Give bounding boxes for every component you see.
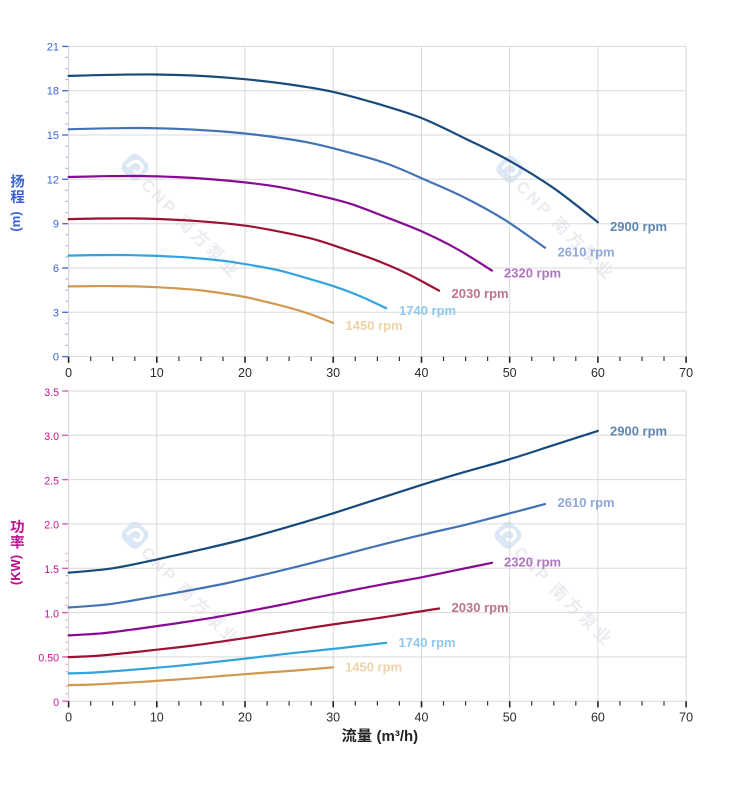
svg-text:30: 30 — [326, 711, 340, 725]
svg-text:2030 rpm: 2030 rpm — [452, 286, 509, 301]
svg-text:2320 rpm: 2320 rpm — [504, 266, 561, 281]
svg-text:40: 40 — [415, 366, 429, 380]
svg-text:2030 rpm: 2030 rpm — [452, 600, 509, 615]
svg-text:(KW): (KW) — [8, 555, 23, 585]
svg-text:30: 30 — [326, 366, 340, 380]
svg-text:3.5: 3.5 — [44, 387, 59, 399]
svg-text:1740 rpm: 1740 rpm — [399, 303, 456, 318]
svg-text:2610 rpm: 2610 rpm — [558, 245, 615, 260]
svg-text:0: 0 — [65, 366, 72, 380]
svg-text:6: 6 — [53, 263, 59, 275]
svg-text:10: 10 — [150, 711, 164, 725]
svg-text:20: 20 — [238, 711, 252, 725]
svg-text:2900 rpm: 2900 rpm — [610, 424, 667, 439]
svg-text:1450 rpm: 1450 rpm — [346, 318, 403, 333]
svg-text:50: 50 — [503, 711, 517, 725]
svg-text:3: 3 — [53, 307, 59, 319]
svg-text:1740 rpm: 1740 rpm — [399, 635, 456, 650]
svg-text:10: 10 — [150, 366, 164, 380]
svg-text:2.0: 2.0 — [44, 520, 59, 532]
svg-text:2610 rpm: 2610 rpm — [558, 495, 615, 510]
svg-text:1.5: 1.5 — [44, 564, 59, 576]
svg-text:21: 21 — [47, 41, 59, 53]
svg-text:3.0: 3.0 — [44, 431, 59, 443]
svg-text:2900 rpm: 2900 rpm — [610, 219, 667, 234]
svg-text:1450 rpm: 1450 rpm — [345, 660, 402, 675]
svg-text:70: 70 — [679, 711, 693, 725]
svg-text:70: 70 — [679, 366, 693, 380]
svg-text:15: 15 — [47, 130, 59, 142]
svg-text:40: 40 — [415, 711, 429, 725]
svg-text:60: 60 — [591, 366, 605, 380]
svg-text:0: 0 — [53, 697, 59, 709]
svg-text:50: 50 — [503, 366, 517, 380]
svg-text:12: 12 — [47, 174, 59, 186]
svg-text:2.5: 2.5 — [44, 475, 59, 487]
svg-text:9: 9 — [53, 219, 59, 231]
svg-text:0: 0 — [53, 352, 59, 364]
svg-text:2320 rpm: 2320 rpm — [504, 555, 561, 570]
svg-text:(m): (m) — [8, 211, 23, 231]
svg-text:1.0: 1.0 — [44, 608, 59, 620]
svg-text:0.50: 0.50 — [38, 653, 59, 665]
svg-text:18: 18 — [47, 86, 59, 98]
svg-text:0: 0 — [65, 711, 72, 725]
svg-text:60: 60 — [591, 711, 605, 725]
svg-text:20: 20 — [238, 366, 252, 380]
svg-text:(m³/h): (m³/h) — [377, 728, 419, 745]
